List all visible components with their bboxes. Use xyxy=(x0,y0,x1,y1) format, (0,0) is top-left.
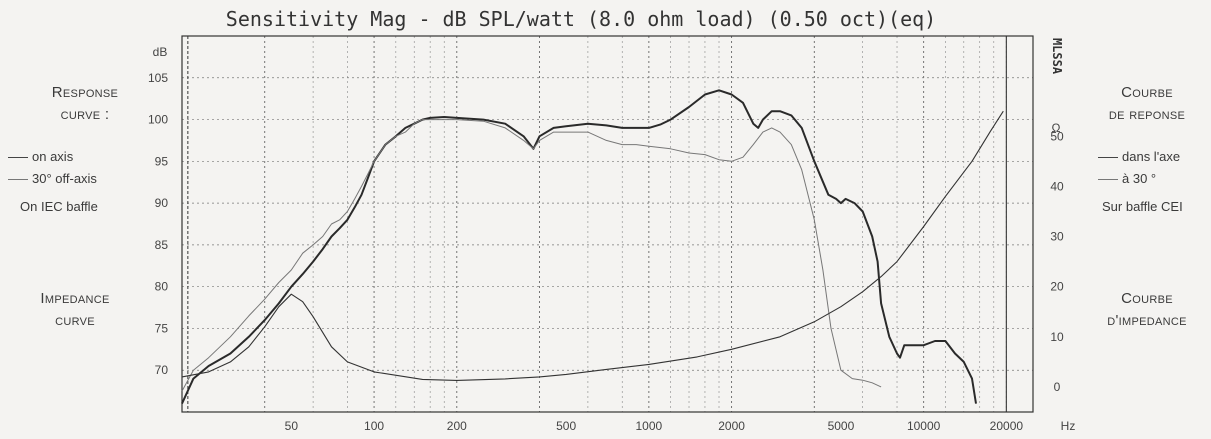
chart-title: Sensitivity Mag - dB SPL/watt (8.0 ohm l… xyxy=(226,7,936,31)
right-tick-label: 50 xyxy=(1050,129,1064,143)
left-axis-unit: dB xyxy=(153,45,168,59)
baffle-note-fr: Sur baffle CEI xyxy=(1102,199,1183,214)
right-impedance-heading: Courbe d'impedance xyxy=(1082,288,1211,332)
left-tick-label: 105 xyxy=(148,71,168,85)
left-tick-label: 85 xyxy=(155,238,169,252)
x-tick-label: 1000 xyxy=(636,419,663,433)
series-off-axis xyxy=(181,119,882,392)
x-tick-label: 100 xyxy=(364,419,384,433)
x-tick-label: 200 xyxy=(447,419,467,433)
right-panel: Courbe de reponse xyxy=(1082,82,1211,126)
right-tick-label: 10 xyxy=(1050,330,1064,344)
left-legend: on axis 30° off-axis On IEC baffle xyxy=(8,146,98,218)
courbe-reponse-heading-line2: de reponse xyxy=(1108,106,1186,123)
response-heading: Response xyxy=(51,84,119,101)
series-lines xyxy=(181,89,1004,405)
series-impedance xyxy=(181,110,1004,381)
right-tick-label: 0 xyxy=(1054,380,1061,394)
right-legend: dans l'axe à 30 ° Sur baffle CEI xyxy=(1098,146,1183,218)
left-tick-label: 80 xyxy=(155,280,169,294)
legend-swatch-on-axis xyxy=(8,156,28,158)
right-tick-label: 30 xyxy=(1050,230,1064,244)
courbe-reponse-heading: Courbe xyxy=(1121,84,1173,101)
series-on-axis xyxy=(181,89,977,405)
x-tick-label: 20000 xyxy=(990,419,1024,433)
right-tick-label: 20 xyxy=(1050,280,1064,294)
x-tick-label: 2000 xyxy=(718,419,745,433)
left-impedance-heading: Impedance curve xyxy=(10,288,140,332)
x-axis-unit: Hz xyxy=(1061,419,1076,433)
x-tick-label: 500 xyxy=(556,419,576,433)
right-axis-vertical-label: MLSSA xyxy=(1050,38,1064,75)
courbe-impedance-heading-line2: d'impedance xyxy=(1107,312,1187,329)
plot-frame xyxy=(181,35,1034,413)
legend-a-30: à 30 ° xyxy=(1098,168,1183,190)
baffle-note: On IEC baffle xyxy=(20,199,98,214)
courbe-impedance-heading: Courbe xyxy=(1121,290,1173,307)
left-tick-label: 100 xyxy=(148,113,168,127)
grid xyxy=(181,36,1033,412)
response-heading-line2: curve : xyxy=(60,106,110,123)
legend-dans-axe-label: dans l'axe xyxy=(1122,149,1181,164)
left-tick-label: 90 xyxy=(155,196,169,210)
legend-a-30-label: à 30 ° xyxy=(1122,171,1157,186)
tick-labels: 70 75 80 85 90 95 100 105 0 10 20 30 40 50 50 100 200 500… xyxy=(148,71,1064,433)
left-tick-label: 75 xyxy=(155,321,169,335)
legend-on-axis: on axis xyxy=(8,146,98,168)
x-tick-label: 50 xyxy=(285,419,299,433)
impedance-heading-line2: curve xyxy=(55,312,95,329)
legend-on-axis-label: on axis xyxy=(32,149,74,164)
right-tick-label: 40 xyxy=(1050,179,1064,193)
x-tick-label: 10000 xyxy=(907,419,941,433)
legend-off-axis: 30° off-axis xyxy=(8,168,98,190)
legend-swatch-dans-axe xyxy=(1098,156,1118,158)
legend-dans-axe: dans l'axe xyxy=(1098,146,1183,168)
legend-swatch-a-30 xyxy=(1098,178,1118,180)
left-panel: Response curve : xyxy=(10,82,160,126)
legend-off-axis-label: 30° off-axis xyxy=(32,171,97,186)
impedance-heading: Impedance xyxy=(40,290,110,307)
left-tick-label: 95 xyxy=(155,154,169,168)
left-tick-label: 70 xyxy=(155,363,169,377)
right-axis-unit: Ω xyxy=(1052,121,1061,135)
legend-swatch-off-axis xyxy=(8,178,28,180)
x-tick-label: 5000 xyxy=(828,419,855,433)
